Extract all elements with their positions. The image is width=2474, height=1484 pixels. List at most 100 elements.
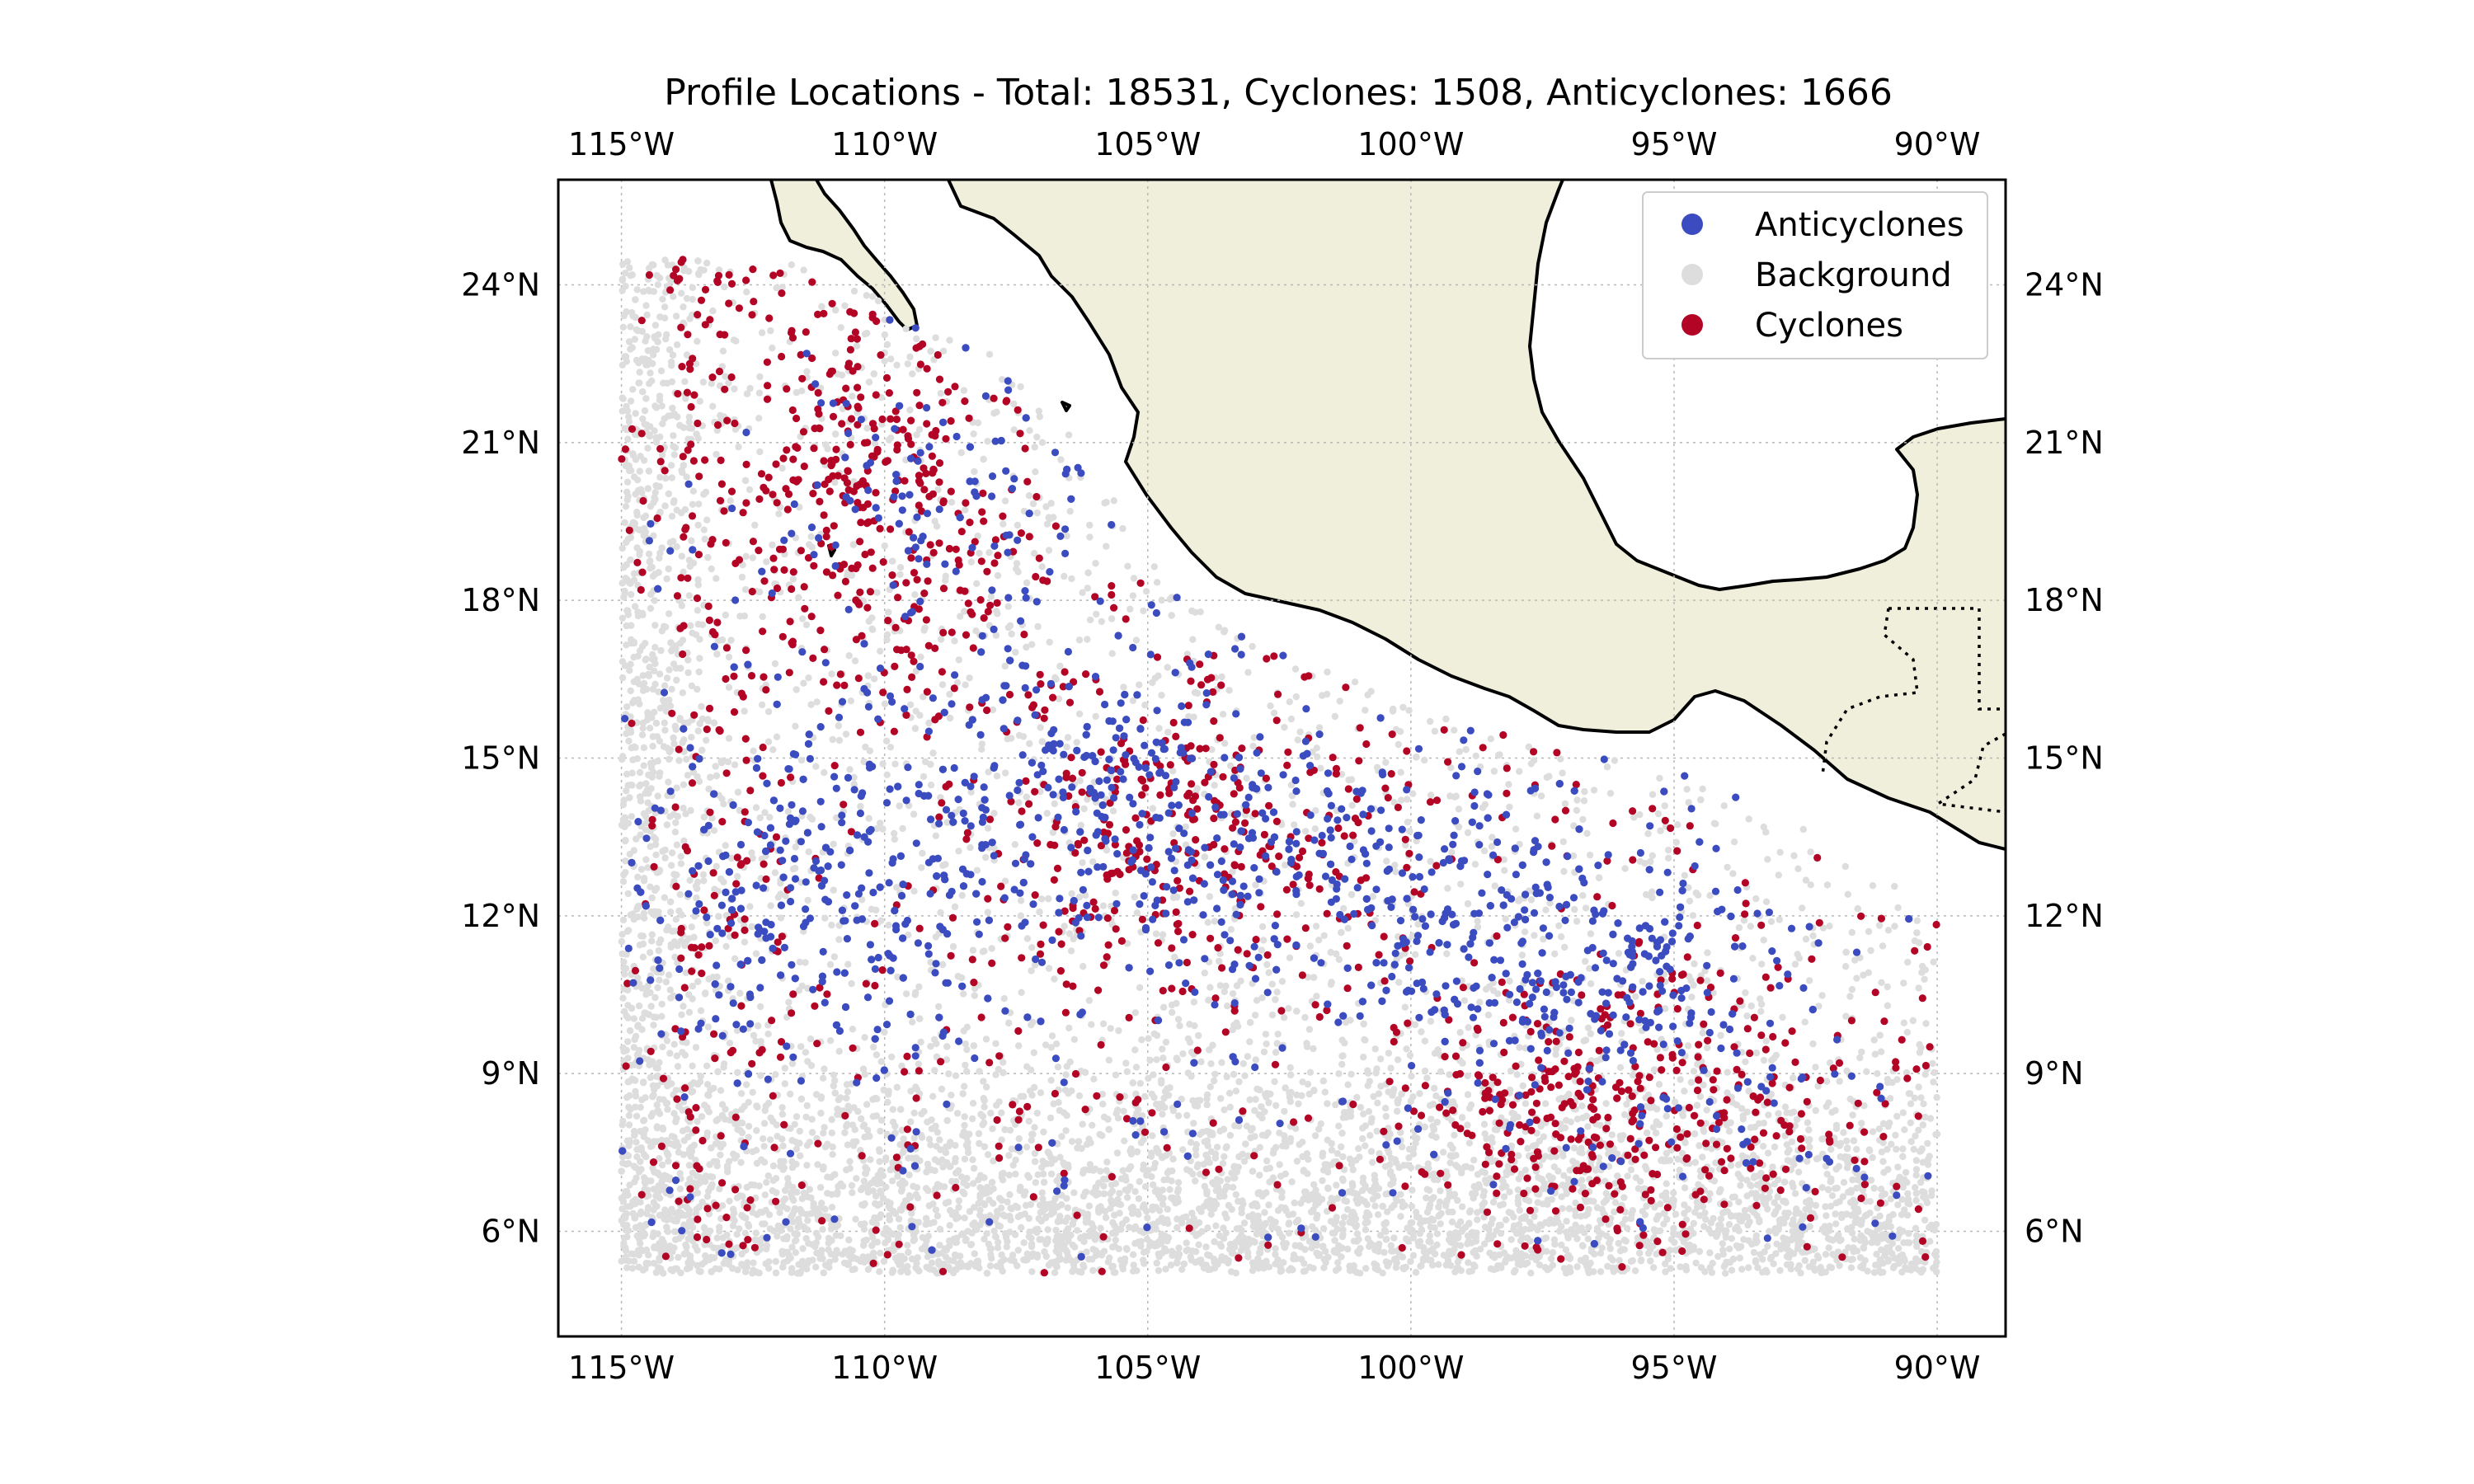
background-point <box>1399 1203 1407 1211</box>
background-point <box>1065 431 1073 439</box>
background-point <box>1533 812 1541 819</box>
background-point <box>619 801 628 809</box>
background-point <box>656 976 663 984</box>
background-point <box>1000 995 1008 1003</box>
background-point <box>1704 949 1711 956</box>
background-point <box>695 668 703 676</box>
background-point <box>837 1232 844 1240</box>
background-point <box>857 802 864 810</box>
background-point <box>1615 950 1623 957</box>
background-point <box>1662 1268 1669 1275</box>
background-point <box>1168 1177 1175 1185</box>
background-point <box>1356 1153 1363 1161</box>
background-point <box>1685 1042 1692 1050</box>
background-point <box>1921 1113 1929 1121</box>
background-point <box>1922 1020 1930 1027</box>
background-point <box>1437 1187 1444 1195</box>
background-point <box>952 1072 960 1080</box>
background-point <box>667 358 675 366</box>
background-point <box>757 1038 764 1045</box>
background-point <box>1364 1235 1372 1242</box>
background-point <box>1034 622 1042 631</box>
background-point <box>896 571 904 579</box>
background-point <box>1431 1084 1438 1092</box>
background-point <box>848 1181 856 1190</box>
background-point <box>656 1096 663 1103</box>
background-point <box>694 521 702 529</box>
background-point <box>1894 904 1902 912</box>
background-point <box>865 815 872 822</box>
background-point <box>1314 753 1321 761</box>
background-point <box>1597 1268 1605 1275</box>
background-point <box>1340 1214 1348 1221</box>
background-point <box>1743 1192 1751 1200</box>
background-point <box>1107 1025 1114 1032</box>
background-point <box>1725 1128 1733 1135</box>
background-point <box>869 1096 877 1103</box>
background-point <box>880 1230 887 1237</box>
background-point <box>773 1121 780 1129</box>
background-point <box>876 1148 883 1155</box>
background-point <box>1192 608 1199 616</box>
background-point <box>1585 1223 1592 1231</box>
background-point <box>1573 1263 1581 1270</box>
background-point <box>816 1184 825 1191</box>
background-point <box>1858 1048 1865 1056</box>
background-point <box>1265 969 1272 977</box>
background-point <box>1235 1078 1243 1086</box>
background-point <box>1849 1111 1856 1119</box>
background-point <box>750 747 757 754</box>
background-point <box>931 1167 938 1175</box>
background-point <box>709 402 717 410</box>
background-point <box>1056 662 1064 670</box>
background-point <box>694 337 701 345</box>
background-point <box>743 289 750 296</box>
background-point <box>1136 681 1143 688</box>
background-point <box>653 885 661 892</box>
background-point <box>1444 885 1451 892</box>
background-point <box>1848 985 1856 993</box>
background-point <box>679 689 686 697</box>
background-point <box>873 589 881 596</box>
background-point <box>1028 1268 1036 1275</box>
background-point <box>1719 1240 1726 1247</box>
background-point <box>1085 1202 1094 1210</box>
background-point <box>802 621 811 629</box>
background-point <box>812 763 820 770</box>
background-point <box>1572 1200 1579 1207</box>
background-point <box>619 994 627 1002</box>
background-point <box>651 644 659 651</box>
background-point <box>1066 508 1074 515</box>
background-point <box>674 942 681 950</box>
background-point <box>925 719 933 727</box>
background-point <box>865 618 873 625</box>
background-point <box>932 1206 940 1214</box>
background-point <box>1750 1248 1758 1256</box>
background-point <box>660 743 668 750</box>
background-point <box>663 1223 670 1231</box>
background-point <box>1277 1268 1285 1275</box>
background-point <box>1174 1186 1183 1193</box>
background-point <box>1031 1124 1038 1131</box>
background-point <box>1470 1157 1478 1164</box>
background-point <box>863 425 871 432</box>
background-point <box>1537 792 1545 800</box>
background-point <box>1150 563 1159 571</box>
background-point <box>1141 1183 1150 1190</box>
background-point <box>1409 1252 1418 1260</box>
background-point <box>962 1237 970 1245</box>
background-point <box>680 1003 687 1010</box>
background-point <box>1150 1093 1158 1101</box>
background-point <box>1285 1005 1292 1012</box>
background-point <box>793 1188 801 1196</box>
background-point <box>684 719 692 726</box>
background-point <box>650 834 657 841</box>
background-point <box>1364 1219 1371 1226</box>
background-point <box>1615 1239 1622 1247</box>
background-point <box>1686 897 1694 905</box>
background-point <box>1321 1088 1329 1096</box>
background-point <box>1014 1247 1023 1254</box>
background-point <box>1661 802 1668 810</box>
background-point <box>1086 533 1094 541</box>
background-point <box>799 1245 807 1252</box>
